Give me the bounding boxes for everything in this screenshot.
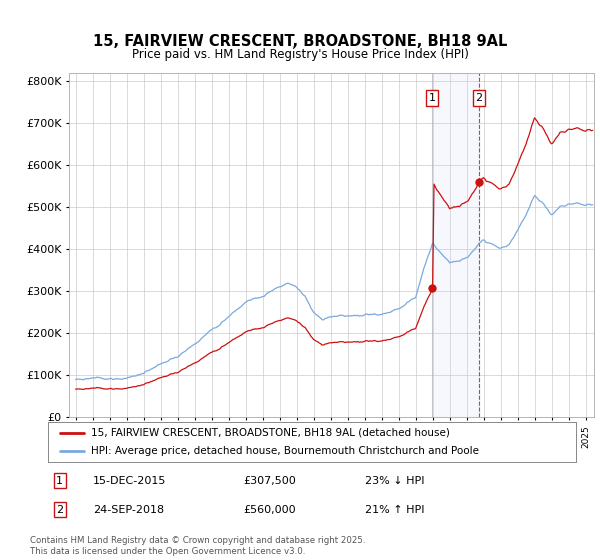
Text: 24-SEP-2018: 24-SEP-2018 — [93, 505, 164, 515]
Text: HPI: Average price, detached house, Bournemouth Christchurch and Poole: HPI: Average price, detached house, Bour… — [91, 446, 479, 456]
Text: Price paid vs. HM Land Registry's House Price Index (HPI): Price paid vs. HM Land Registry's House … — [131, 48, 469, 60]
Text: 1: 1 — [428, 93, 436, 103]
Text: £560,000: £560,000 — [244, 505, 296, 515]
Text: £307,500: £307,500 — [244, 476, 296, 486]
Text: 1: 1 — [56, 476, 63, 486]
Text: 21% ↑ HPI: 21% ↑ HPI — [365, 505, 424, 515]
Text: 15-DEC-2015: 15-DEC-2015 — [93, 476, 166, 486]
Text: 15, FAIRVIEW CRESCENT, BROADSTONE, BH18 9AL (detached house): 15, FAIRVIEW CRESCENT, BROADSTONE, BH18 … — [91, 428, 450, 437]
Text: 15, FAIRVIEW CRESCENT, BROADSTONE, BH18 9AL: 15, FAIRVIEW CRESCENT, BROADSTONE, BH18 … — [93, 34, 507, 49]
Text: 2: 2 — [56, 505, 63, 515]
Text: 2: 2 — [475, 93, 482, 103]
Text: Contains HM Land Registry data © Crown copyright and database right 2025.
This d: Contains HM Land Registry data © Crown c… — [30, 536, 365, 556]
Text: 23% ↓ HPI: 23% ↓ HPI — [365, 476, 424, 486]
Bar — [432, 73, 479, 417]
